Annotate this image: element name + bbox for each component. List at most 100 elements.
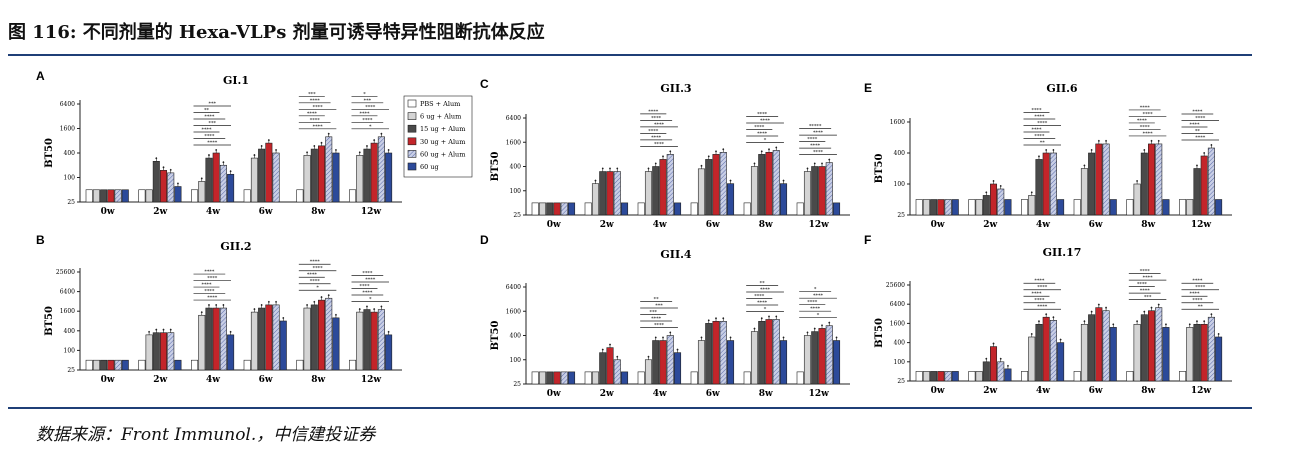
data-point	[267, 139, 270, 142]
x-tick-label: 6w	[259, 207, 273, 217]
significance-label: ****	[204, 114, 215, 120]
significance-label: ****	[207, 295, 218, 301]
bar	[743, 371, 751, 385]
bar	[937, 371, 945, 382]
bar	[719, 321, 727, 385]
significance-label: ****	[362, 271, 373, 277]
significance-label: ****	[654, 141, 665, 147]
bar	[385, 152, 393, 203]
bar	[1215, 336, 1223, 382]
y-axis-label: BT50	[490, 152, 501, 182]
y-axis-label: BT50	[874, 318, 885, 348]
significance-label: ****	[651, 316, 662, 322]
bar	[212, 152, 220, 203]
bar	[719, 152, 727, 216]
bar	[1200, 155, 1208, 216]
bar	[1035, 323, 1043, 382]
significance-label: ****	[651, 115, 662, 121]
data-point	[260, 304, 263, 306]
bar	[1095, 307, 1103, 382]
y-tick-label: 25	[897, 212, 905, 219]
bar	[1028, 195, 1036, 216]
data-point	[700, 164, 703, 167]
significance-label: ****	[1143, 275, 1154, 281]
significance-label: ****	[757, 111, 768, 117]
significance-label: ****	[201, 127, 212, 133]
data-point	[215, 149, 218, 151]
data-point	[722, 317, 725, 320]
data-point	[1038, 320, 1040, 323]
x-tick-label: 2w	[983, 386, 997, 396]
bar	[560, 371, 568, 385]
y-tick-label: 25	[897, 378, 905, 385]
bar	[121, 359, 129, 371]
y-tick-label: 1600	[890, 320, 905, 327]
significance-label: ****	[807, 300, 818, 306]
data-point	[1196, 320, 1198, 323]
data-point	[373, 139, 376, 142]
data-point	[775, 146, 778, 149]
significance-label: ****	[1034, 298, 1045, 304]
data-point	[700, 336, 703, 339]
bar	[370, 142, 378, 203]
bar	[780, 340, 788, 385]
y-tick-label: 100	[894, 181, 906, 188]
data-point	[208, 154, 210, 156]
significance-label: *****	[809, 124, 822, 130]
bar	[818, 166, 826, 216]
x-tick-label: 2w	[153, 207, 167, 217]
data-point	[729, 336, 732, 339]
data-point	[715, 150, 717, 153]
bar	[1155, 143, 1163, 216]
data-point	[275, 149, 277, 151]
y-axis-label: BT50	[490, 321, 501, 351]
bar	[659, 340, 667, 385]
bar	[968, 199, 976, 216]
bar	[114, 189, 122, 203]
bar	[553, 371, 561, 385]
data-point	[992, 342, 995, 345]
bar	[951, 371, 959, 382]
bar	[803, 335, 812, 385]
significance-label: ****	[1037, 304, 1048, 310]
significance-label: ****	[313, 104, 324, 110]
data-point	[1083, 320, 1086, 323]
bar	[1004, 199, 1012, 216]
bar	[1102, 310, 1110, 382]
significance-label: ****	[1140, 288, 1151, 294]
data-point	[813, 162, 816, 165]
significance-label: ****	[362, 117, 373, 123]
bar	[825, 325, 833, 385]
bar	[1162, 327, 1170, 382]
data-point	[155, 157, 158, 160]
data-point	[260, 145, 263, 147]
legend-swatch	[407, 150, 417, 158]
significance-label: *	[764, 137, 767, 143]
legend-swatch	[407, 112, 417, 120]
data-point	[753, 162, 756, 165]
significance-label: *	[369, 297, 372, 303]
x-tick-label: 4w	[653, 389, 667, 399]
bar	[780, 183, 788, 216]
bar	[356, 155, 364, 203]
data-point	[1030, 333, 1033, 335]
bar	[758, 321, 766, 385]
data-point	[275, 300, 277, 303]
x-tick-label: 0w	[931, 220, 945, 230]
data-point	[162, 166, 165, 169]
data-point	[215, 304, 218, 306]
source-note: 数据来源：Front Immunol.，中信建投证券	[36, 425, 376, 445]
bar	[1049, 152, 1057, 216]
top-rule	[8, 54, 1252, 56]
significance-label: ****	[810, 143, 821, 149]
panel-letter: C	[480, 77, 489, 91]
data-point	[327, 132, 330, 135]
bar	[138, 359, 146, 371]
panel-title: GII.17	[1043, 246, 1082, 259]
significance-label: ****	[807, 137, 818, 143]
legend-swatch	[407, 137, 417, 146]
bar	[1095, 143, 1103, 216]
bar	[915, 199, 923, 216]
x-tick-label: 0w	[931, 386, 945, 396]
bar	[272, 304, 280, 371]
